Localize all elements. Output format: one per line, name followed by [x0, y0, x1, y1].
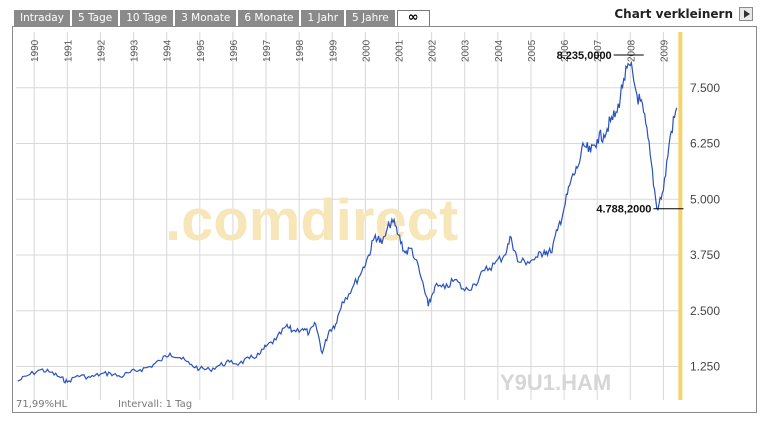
y-axis-labels: 1.250 2.500 3.750 5.000 6.250 7.500	[690, 81, 720, 374]
y-tick-label: 6.250	[690, 137, 720, 151]
tab-10-tage[interactable]: 10 Tage	[120, 10, 174, 26]
x-tick-label: 2004	[494, 39, 505, 62]
x-tick-label: 1993	[130, 39, 141, 62]
y-tick-label: 5.000	[690, 192, 720, 206]
x-tick-label: 1992	[96, 39, 107, 62]
y-tick-label: 7.500	[690, 81, 720, 95]
x-tick-label: 2006	[560, 39, 571, 62]
chart-frame	[12, 26, 757, 413]
interval-label: Intervall: 1 Tag	[118, 399, 193, 410]
x-tick-label: 2003	[461, 39, 472, 62]
x-tick-label: 2007	[593, 39, 604, 62]
x-axis-labels: 1990 1991 1992 1993 1994 1995 1996 1997 1998 1999…	[30, 39, 670, 62]
tab-intraday[interactable]: Intraday	[14, 10, 70, 26]
y-tick-label: 2.500	[690, 304, 720, 318]
play-arrow-icon[interactable]	[739, 7, 753, 21]
shrink-chart-label: Chart verkleinern	[614, 7, 733, 21]
tab-1-jahr[interactable]: 1 Jahr	[301, 10, 345, 26]
x-tick-label: 1994	[163, 39, 174, 62]
x-tick-label: 2002	[428, 39, 439, 62]
x-tick-label: 2009	[659, 39, 670, 62]
chart-grid	[16, 32, 680, 400]
annotations: 8.235,0000 4.788,2000	[557, 50, 684, 216]
x-tick-label: 2008	[626, 39, 637, 62]
x-tick-label: 1995	[196, 39, 207, 62]
x-tick-label: 1990	[30, 39, 41, 62]
x-tick-label: 2005	[527, 39, 538, 62]
symbol-label: Y9U1.HAM	[500, 370, 611, 395]
x-tick-label: 2001	[395, 39, 406, 62]
x-tick-label: 1999	[328, 39, 339, 62]
series-line	[17, 60, 678, 384]
annotation-label: 8.235,0000	[557, 50, 612, 62]
x-tick-label: 1998	[295, 39, 306, 62]
tab-5-tage[interactable]: 5 Tage	[71, 10, 119, 26]
tab-3-monate[interactable]: 3 Monate	[175, 10, 237, 26]
tab-max[interactable]: ∞	[396, 10, 430, 27]
x-tick-label: 1996	[229, 39, 240, 62]
tab-5-jahre[interactable]: 5 Jahre	[346, 10, 395, 26]
y-tick-label: 1.250	[690, 360, 720, 374]
x-tick-label: 1997	[262, 39, 273, 62]
annotation-label: 4.788,2000	[596, 204, 651, 216]
x-tick-label: 1991	[63, 39, 74, 62]
watermark: .comdirect	[165, 188, 458, 253]
hl-label: 71,99%HL	[16, 399, 68, 410]
period-tabs: Intraday 5 Tage 10 Tage 3 Monate 6 Monat…	[14, 10, 432, 27]
tab-6-monate[interactable]: 6 Monate	[238, 10, 300, 26]
current-date-marker	[678, 32, 683, 400]
y-tick-label: 3.750	[690, 248, 720, 262]
x-tick-label: 2000	[361, 39, 372, 62]
shrink-chart-button[interactable]: Chart verkleinern	[614, 7, 753, 21]
